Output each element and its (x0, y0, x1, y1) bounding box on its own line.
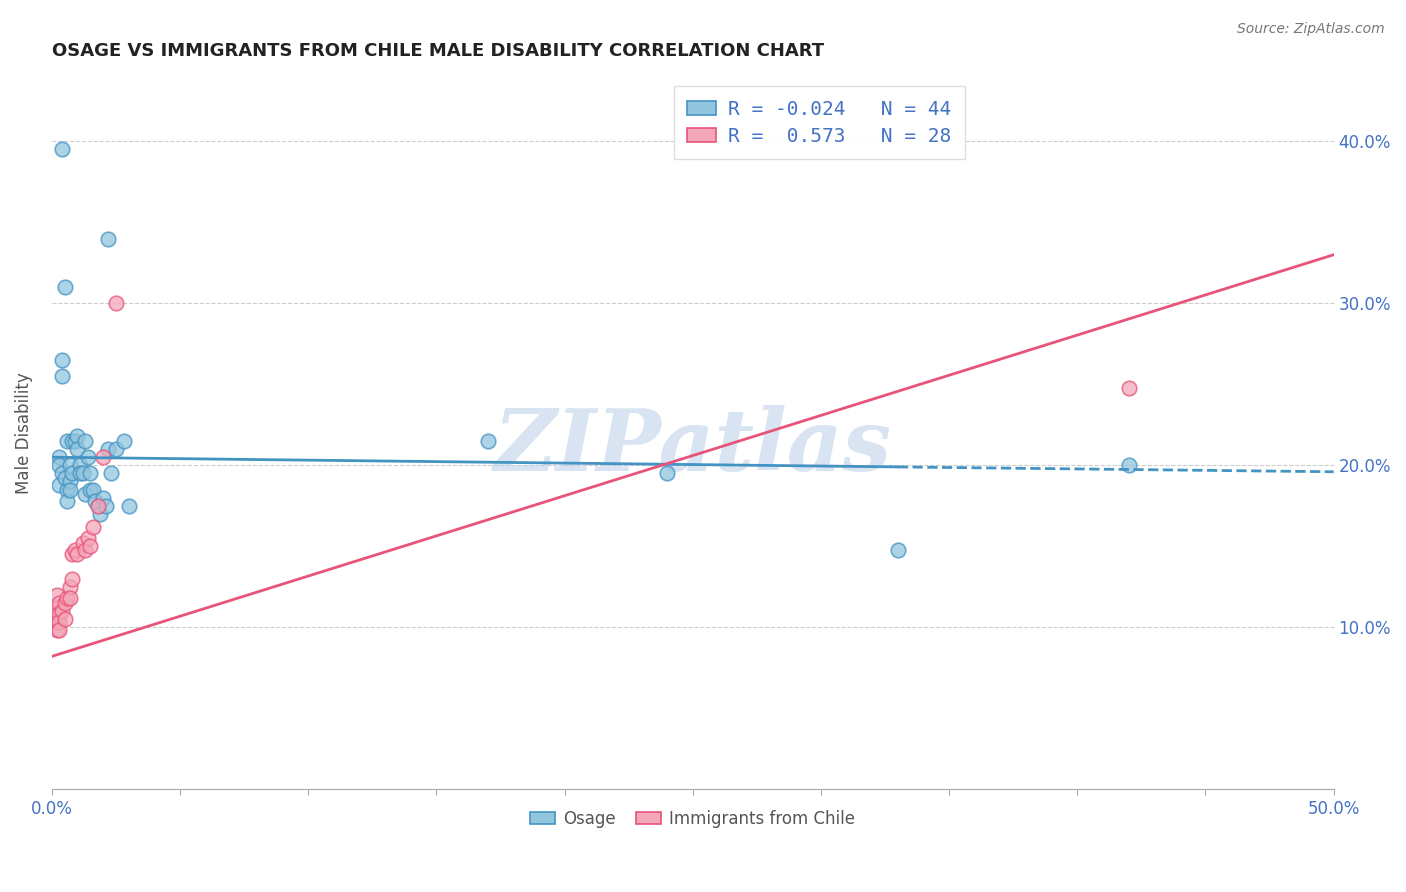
Point (51, 604, 73, 618)
Point (59, 580, 82, 594)
Point (48, 477, 70, 491)
Point (94, 499, 117, 513)
Text: OSAGE VS IMMIGRANTS FROM CHILE MALE DISABILITY CORRELATION CHART: OSAGE VS IMMIGRANTS FROM CHILE MALE DISA… (52, 42, 824, 60)
Point (60, 572, 83, 586)
Point (91, 491, 114, 505)
Point (48, 624, 70, 638)
Text: Source: ZipAtlas.com: Source: ZipAtlas.com (1237, 22, 1385, 37)
Point (60, 434, 83, 448)
Point (72, 536, 94, 550)
Point (79, 539, 101, 553)
Point (104, 296, 127, 310)
Point (56, 434, 79, 448)
Point (76, 450, 98, 465)
Point (89, 507, 111, 521)
Point (45, 588, 67, 602)
Point (69, 467, 91, 481)
Point (76, 531, 98, 545)
Point (59, 591, 82, 606)
Point (48, 458, 70, 473)
Point (72, 467, 94, 481)
Point (53, 596, 76, 610)
Point (53, 280, 76, 294)
Legend: Osage, Immigrants from Chile: Osage, Immigrants from Chile (523, 803, 862, 834)
Point (56, 483, 79, 497)
Point (79, 483, 101, 497)
Point (477, 434, 499, 448)
Point (97, 442, 120, 456)
Point (75, 434, 97, 448)
Point (655, 467, 678, 481)
Point (51, 467, 73, 481)
Point (48, 607, 70, 622)
Point (48, 450, 70, 465)
Point (84, 494, 107, 508)
Point (69, 458, 91, 473)
Point (53, 612, 76, 626)
Point (66, 429, 89, 443)
Point (56, 591, 79, 606)
Point (82, 520, 104, 534)
Point (48, 615, 70, 630)
Point (79, 467, 101, 481)
Point (59, 475, 82, 489)
Point (45, 600, 67, 615)
Point (87, 499, 110, 513)
Point (87, 499, 110, 513)
Point (100, 467, 122, 481)
Point (75, 542, 97, 557)
Point (118, 499, 141, 513)
Point (51, 143, 73, 157)
Point (60, 467, 83, 481)
Point (66, 547, 89, 561)
Point (104, 442, 127, 456)
Point (51, 353, 73, 368)
Point (75, 487, 97, 501)
Point (91, 450, 114, 465)
Point (56, 494, 79, 508)
Point (59, 458, 82, 473)
Point (63, 542, 86, 557)
Point (112, 434, 135, 448)
Point (59, 483, 82, 497)
Point (45, 624, 67, 638)
Text: ZIPatlas: ZIPatlas (494, 405, 891, 489)
Point (51, 369, 73, 384)
Point (45, 607, 67, 622)
Point (1118, 380, 1140, 394)
Point (97, 231, 120, 245)
Point (48, 596, 70, 610)
Point (66, 442, 89, 456)
Point (45, 615, 67, 630)
Point (60, 547, 83, 561)
Point (53, 471, 76, 485)
Y-axis label: Male Disability: Male Disability (15, 372, 32, 494)
Point (82, 483, 104, 497)
Point (63, 434, 86, 448)
Point (1118, 458, 1140, 473)
Point (887, 542, 910, 557)
